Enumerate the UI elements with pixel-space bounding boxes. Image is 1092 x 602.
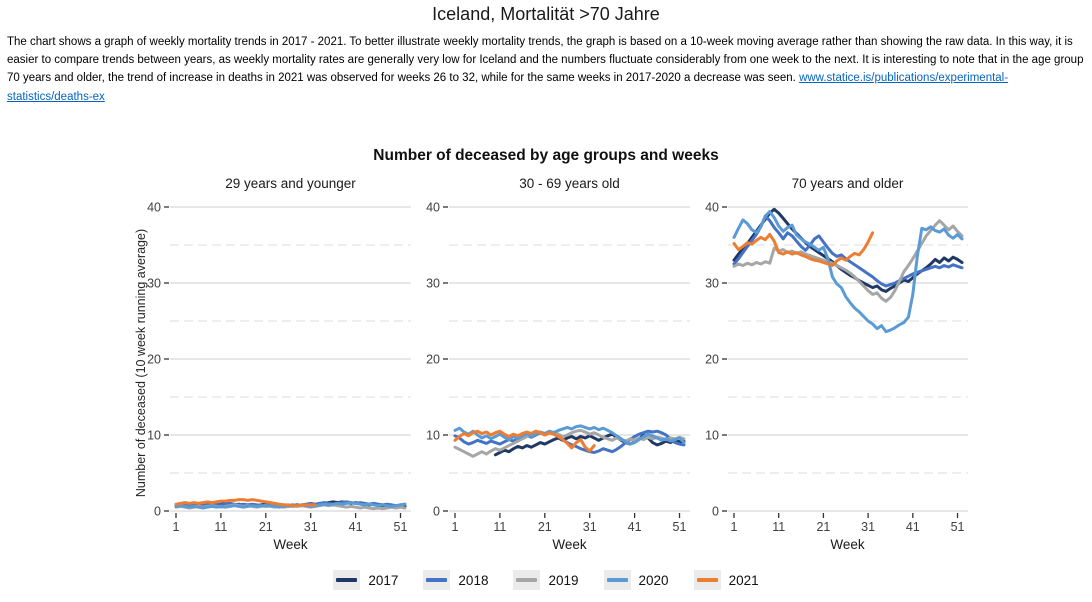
svg-text:30: 30 (705, 277, 719, 291)
facet-title-70-and-older: 70 years and older (791, 176, 904, 191)
line-swatch-icon (336, 578, 358, 582)
x-axis-title-panel2: Week (552, 537, 587, 552)
legend-key-2020 (603, 570, 631, 590)
svg-text:40: 40 (426, 201, 440, 215)
line-swatch-icon (696, 578, 718, 582)
y-axis-title: Number of deceased (10 week running aver… (134, 228, 148, 498)
svg-text:0: 0 (712, 505, 719, 519)
description-text: The chart shows a graph of weekly mortal… (7, 36, 1084, 85)
legend-item-2020: 2020 (603, 570, 669, 590)
svg-text:11: 11 (772, 520, 785, 534)
svg-text:31: 31 (583, 520, 597, 534)
facet-title-30-69: 30 - 69 years old (519, 176, 620, 191)
line-swatch-icon (516, 578, 538, 582)
chart-title: Number of deceased by age groups and wee… (373, 147, 719, 164)
legend-label: 2021 (728, 572, 759, 588)
svg-text:0: 0 (433, 505, 440, 519)
svg-text:21: 21 (259, 520, 273, 534)
svg-text:51: 51 (394, 520, 408, 534)
svg-text:30: 30 (147, 277, 161, 291)
legend-label: 2019 (548, 572, 579, 588)
legend-label: 2020 (638, 572, 669, 588)
line-swatch-icon (606, 578, 628, 582)
page-title: Iceland, Mortalität >70 Jahre (432, 4, 660, 24)
svg-text:41: 41 (628, 520, 642, 534)
svg-text:30: 30 (426, 277, 440, 291)
svg-text:21: 21 (538, 520, 552, 534)
svg-text:51: 51 (951, 520, 965, 534)
svg-text:20: 20 (705, 353, 719, 367)
svg-text:10: 10 (705, 429, 719, 443)
description: The chart shows a graph of weekly mortal… (7, 33, 1086, 106)
svg-text:41: 41 (906, 520, 920, 534)
svg-text:31: 31 (304, 520, 318, 534)
legend-key-2021 (693, 570, 721, 590)
legend-label: 2018 (458, 572, 489, 588)
svg-text:11: 11 (214, 520, 227, 534)
svg-text:1: 1 (452, 520, 459, 534)
x-axis-title-panel1: Week (273, 537, 308, 552)
facet-title-29-and-younger: 29 years and younger (225, 176, 356, 191)
svg-text:31: 31 (861, 520, 875, 534)
x-axis-title-panel3: Week (830, 537, 865, 552)
legend-item-2018: 2018 (423, 570, 488, 590)
svg-text:40: 40 (705, 201, 719, 215)
legend-key-2018 (423, 570, 451, 590)
svg-text:40: 40 (147, 201, 161, 215)
line-swatch-icon (426, 578, 448, 582)
legend: 2017 2018 2019 2020 2021 (0, 570, 1092, 590)
svg-text:1: 1 (173, 520, 180, 534)
svg-text:41: 41 (349, 520, 363, 534)
svg-text:10: 10 (426, 429, 440, 443)
legend-key-2019 (513, 570, 541, 590)
legend-item-2017: 2017 (333, 570, 398, 590)
legend-label: 2017 (368, 572, 399, 588)
legend-item-2021: 2021 (693, 570, 759, 590)
svg-text:10: 10 (147, 429, 161, 443)
description-link[interactable]: www.statice.is/publications/experimental… (7, 72, 1009, 103)
legend-item-2019: 2019 (513, 570, 579, 590)
svg-text:51: 51 (673, 520, 687, 534)
svg-text:1: 1 (731, 520, 738, 534)
svg-text:21: 21 (816, 520, 830, 534)
svg-text:0: 0 (154, 505, 161, 519)
svg-text:20: 20 (147, 353, 161, 367)
legend-key-2017 (333, 570, 361, 590)
svg-text:20: 20 (426, 353, 440, 367)
svg-text:11: 11 (493, 520, 506, 534)
